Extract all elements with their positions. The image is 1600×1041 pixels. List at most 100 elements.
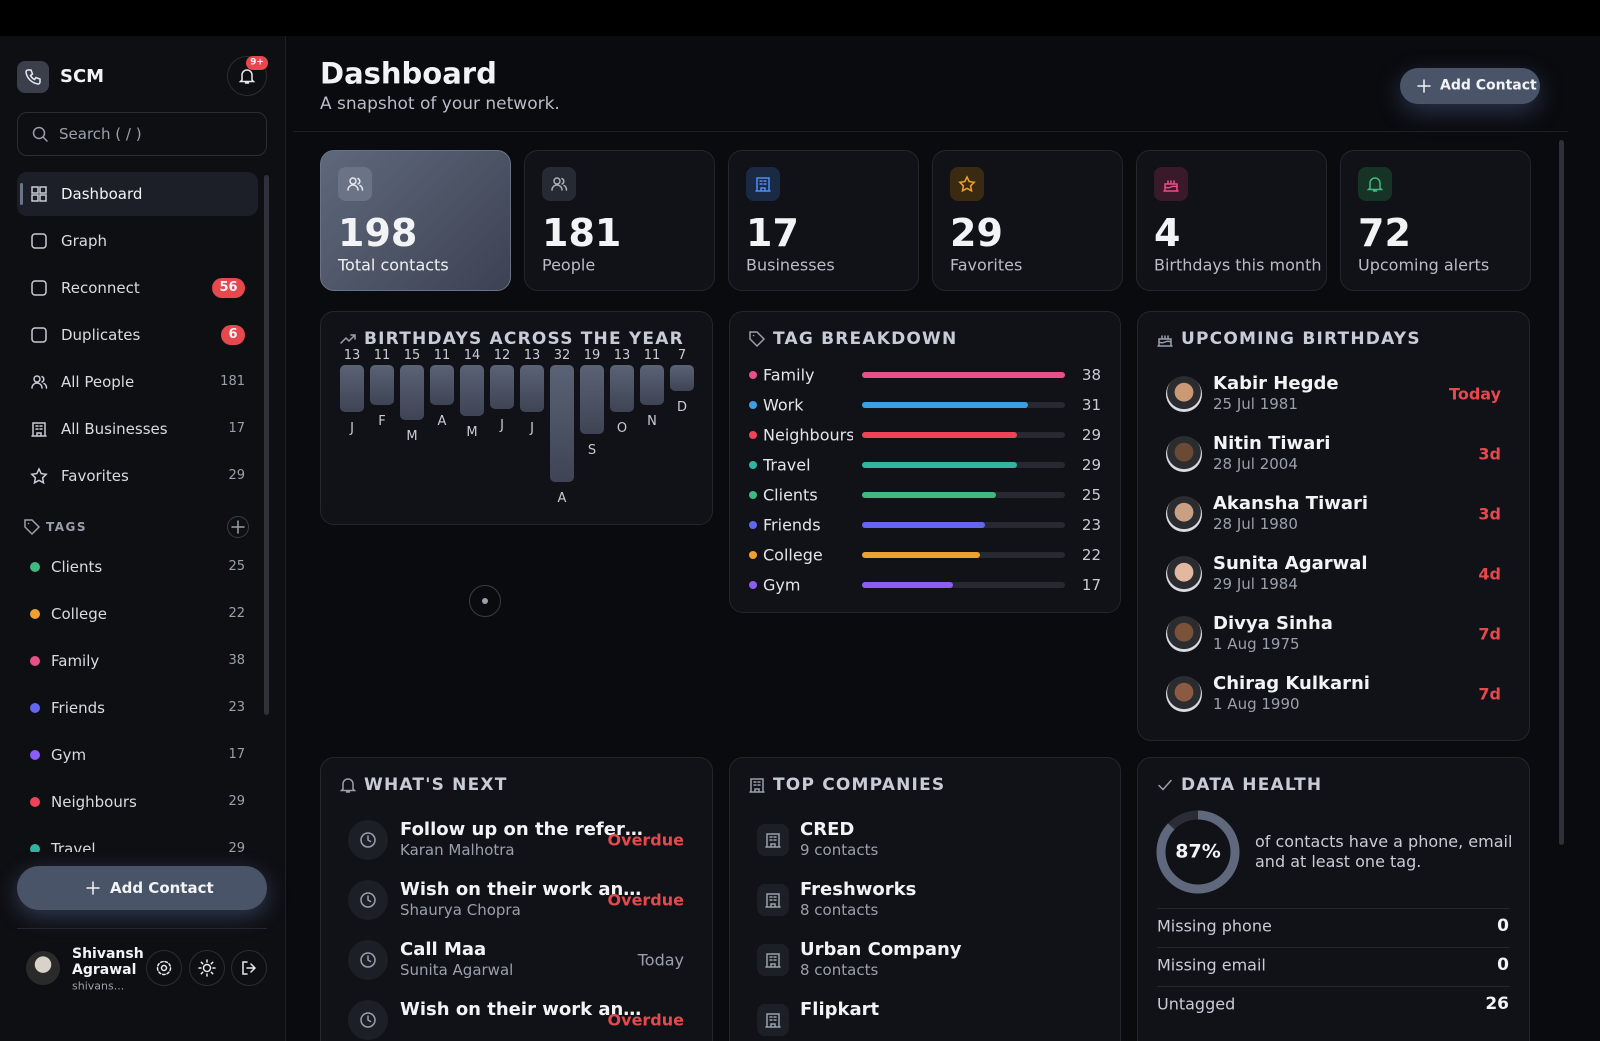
bar xyxy=(520,365,544,413)
tag-value: 22 xyxy=(1081,546,1101,564)
icon-stroke xyxy=(31,280,47,296)
tag-dot xyxy=(30,656,40,666)
tag-name: Friends xyxy=(763,515,821,535)
icon-stroke xyxy=(349,177,357,185)
nav-item[interactable] xyxy=(17,454,258,498)
bar xyxy=(670,365,694,391)
legend-dot xyxy=(749,491,757,499)
nav-label: Graph xyxy=(61,232,108,250)
icon-stroke xyxy=(231,520,245,534)
legend-dot xyxy=(749,521,757,529)
task-icon xyxy=(360,1012,376,1028)
bar xyxy=(862,402,1028,408)
nav-label: Reconnect xyxy=(61,279,140,297)
icon-stroke xyxy=(242,961,257,975)
add-tag-button[interactable] xyxy=(227,516,249,538)
health-value: 0 xyxy=(1497,954,1509,975)
bar-label: J xyxy=(530,421,534,437)
person-name: Akansha Tiwari xyxy=(1213,493,1369,515)
sidebar-add-contact[interactable] xyxy=(17,866,267,910)
stat-icon xyxy=(1163,180,1179,192)
bar xyxy=(862,492,996,498)
avatar xyxy=(1166,436,1202,472)
stat-icon xyxy=(551,177,568,191)
icon-stroke xyxy=(32,126,46,140)
company-icon-bg xyxy=(757,824,789,856)
legend-dot xyxy=(749,581,757,589)
search-box[interactable] xyxy=(17,112,267,156)
bar xyxy=(862,372,1065,378)
nav-badge-bg xyxy=(212,278,245,298)
birthday-row[interactable] xyxy=(1157,606,1512,662)
stat-icon xyxy=(1366,177,1384,192)
icon-stroke xyxy=(30,467,48,485)
company-count: 8 contacts xyxy=(800,961,879,979)
plus-icon xyxy=(1417,79,1431,93)
health-label: Missing phone xyxy=(1157,916,1272,936)
nav-active xyxy=(17,172,258,216)
company-name: CRED xyxy=(800,819,855,841)
stat-icon xyxy=(755,177,771,192)
notifications-button[interactable] xyxy=(227,56,267,96)
logo-icon xyxy=(25,69,41,85)
avatar xyxy=(1166,496,1202,532)
bar xyxy=(862,582,953,588)
nav-badge-bg xyxy=(221,325,245,345)
person-name: Divya Sinha xyxy=(1213,613,1333,635)
bar xyxy=(862,522,985,528)
bar-value: 11 xyxy=(433,348,451,364)
birthday-row[interactable] xyxy=(1157,426,1512,482)
stat-icon-bg xyxy=(1358,167,1392,201)
nav-item[interactable] xyxy=(17,219,258,263)
company-icon-bg xyxy=(757,1004,789,1036)
task-title: Wish on their work an… xyxy=(400,999,642,1021)
company-icon-bg xyxy=(757,944,789,976)
bar-label: O xyxy=(616,421,628,437)
task-status: Overdue xyxy=(607,890,684,910)
settings-button[interactable] xyxy=(146,950,182,986)
nav-icon xyxy=(31,280,47,296)
tag-value: 23 xyxy=(1081,516,1101,534)
icon-stroke xyxy=(42,136,48,142)
person-date: 25 Jul 1981 xyxy=(1213,395,1298,413)
tag-name: Friends xyxy=(51,699,105,717)
theme-button[interactable] xyxy=(189,950,225,986)
task-status: Today xyxy=(637,950,684,970)
icon-stroke xyxy=(367,835,372,843)
icon-stroke xyxy=(749,331,766,348)
icon-stroke xyxy=(202,963,212,973)
app-name: SCM xyxy=(60,66,105,88)
bar-value: 13 xyxy=(343,348,361,364)
loading-dot xyxy=(482,598,488,604)
icon-stroke xyxy=(160,964,168,972)
avatar xyxy=(1166,616,1202,652)
avatar xyxy=(1166,376,1202,412)
logout-button[interactable] xyxy=(231,950,267,986)
bar xyxy=(862,552,980,558)
icon-stroke xyxy=(31,233,47,249)
icon-stroke xyxy=(360,832,376,848)
nav-icon xyxy=(31,327,47,343)
icon-stroke xyxy=(1157,335,1173,347)
icon-stroke xyxy=(340,334,356,344)
icon-stroke xyxy=(551,177,568,191)
icon-stroke xyxy=(553,177,561,185)
avatar xyxy=(1166,676,1202,712)
icon-stroke xyxy=(755,177,771,192)
tag-name: Clients xyxy=(51,558,103,576)
tag-list: Clients 25 College 22 Family 38 Friends 23 Gym 17… xyxy=(0,540,286,852)
birthday-when: 3d xyxy=(1478,444,1501,464)
tag-name: College xyxy=(51,605,107,623)
person-date: 29 Jul 1984 xyxy=(1213,575,1298,593)
task-icon xyxy=(360,832,376,848)
stat-label: Total contacts xyxy=(338,255,449,275)
tag-dot xyxy=(30,562,40,572)
panel-icon xyxy=(1158,779,1172,791)
user-email: shivans... xyxy=(72,979,125,993)
company-count: 8 contacts xyxy=(800,901,879,919)
nav-label: Duplicates xyxy=(61,326,141,344)
panel-title: BIRTHDAYS ACROSS THE YEAR xyxy=(364,328,684,349)
task-icon xyxy=(360,892,376,908)
birthday-when: 7d xyxy=(1478,624,1501,644)
